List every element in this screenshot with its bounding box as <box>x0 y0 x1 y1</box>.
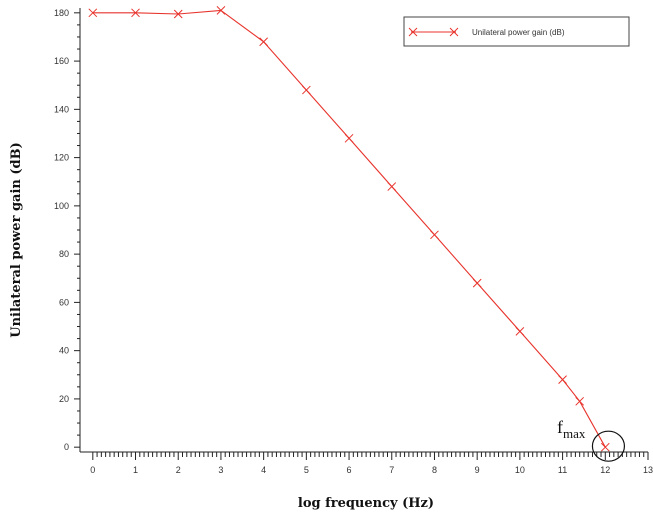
y-axis-title: Unilateral power gain (dB) <box>9 142 24 338</box>
y-axis-ticks: 0 20 40 60 80 100 120 140 160 180 <box>54 8 80 452</box>
legend-label: Unilateral power gain (dB) <box>472 28 565 37</box>
data-point-marker <box>173 9 183 19</box>
y-tick-label: 40 <box>59 346 69 356</box>
y-tick-label: 160 <box>54 56 69 66</box>
data-point-marker <box>558 375 567 384</box>
data-point-marker <box>344 133 354 143</box>
series-layer <box>88 6 610 452</box>
series-line <box>92 9 606 448</box>
y-tick-label: 0 <box>64 442 69 452</box>
y-tick-label: 80 <box>59 249 69 259</box>
fmax-f: f <box>557 417 563 437</box>
fmax-circle <box>591 430 626 462</box>
x-tick-label: 0 <box>90 465 95 475</box>
x-tick-label: 13 <box>643 465 653 475</box>
y-tick-label: 120 <box>54 153 69 163</box>
y-tick-label: 180 <box>54 8 69 18</box>
data-point-marker <box>216 6 226 15</box>
data-point-marker <box>259 37 268 47</box>
x-tick-label: 3 <box>218 465 223 475</box>
x-tick-label: 1 <box>133 465 138 475</box>
fmax-annotation: fmax <box>557 417 626 462</box>
data-point-marker <box>575 396 585 406</box>
x-axis-title: log frequency (Hz) <box>298 496 434 511</box>
data-point-marker <box>301 85 311 95</box>
legend: Unilateral power gain (dB) <box>403 16 630 47</box>
x-tick-label: 6 <box>347 465 352 475</box>
fmax-subscript: max <box>563 426 586 441</box>
x-tick-label: 8 <box>432 465 437 475</box>
x-tick-label: 10 <box>515 465 525 475</box>
fmax-label: fmax <box>557 417 586 441</box>
x-axis-ticks: 0 1 2 3 4 5 6 7 8 9 10 11 12 13 <box>90 452 653 475</box>
plot-area <box>79 8 648 453</box>
x-tick-label: 5 <box>304 465 309 475</box>
x-tick-label: 9 <box>475 465 480 475</box>
y-tick-label: 140 <box>54 104 69 114</box>
x-tick-label: 12 <box>600 465 610 475</box>
x-tick-label: 7 <box>389 465 394 475</box>
y-tick-label: 20 <box>59 394 69 404</box>
data-point-marker <box>472 278 482 288</box>
y-tick-label: 60 <box>59 297 69 307</box>
legend-marker-icon <box>408 27 459 37</box>
x-tick-label: 4 <box>261 465 266 475</box>
data-point-marker <box>131 8 140 18</box>
data-point-marker <box>600 442 610 452</box>
data-point-marker <box>387 182 397 191</box>
data-point-marker <box>430 230 439 240</box>
x-tick-label: 2 <box>176 465 181 475</box>
x-tick-label: 11 <box>558 465 567 475</box>
y-tick-label: 100 <box>54 201 69 211</box>
data-point-marker <box>515 326 525 336</box>
data-point-marker <box>88 8 98 18</box>
